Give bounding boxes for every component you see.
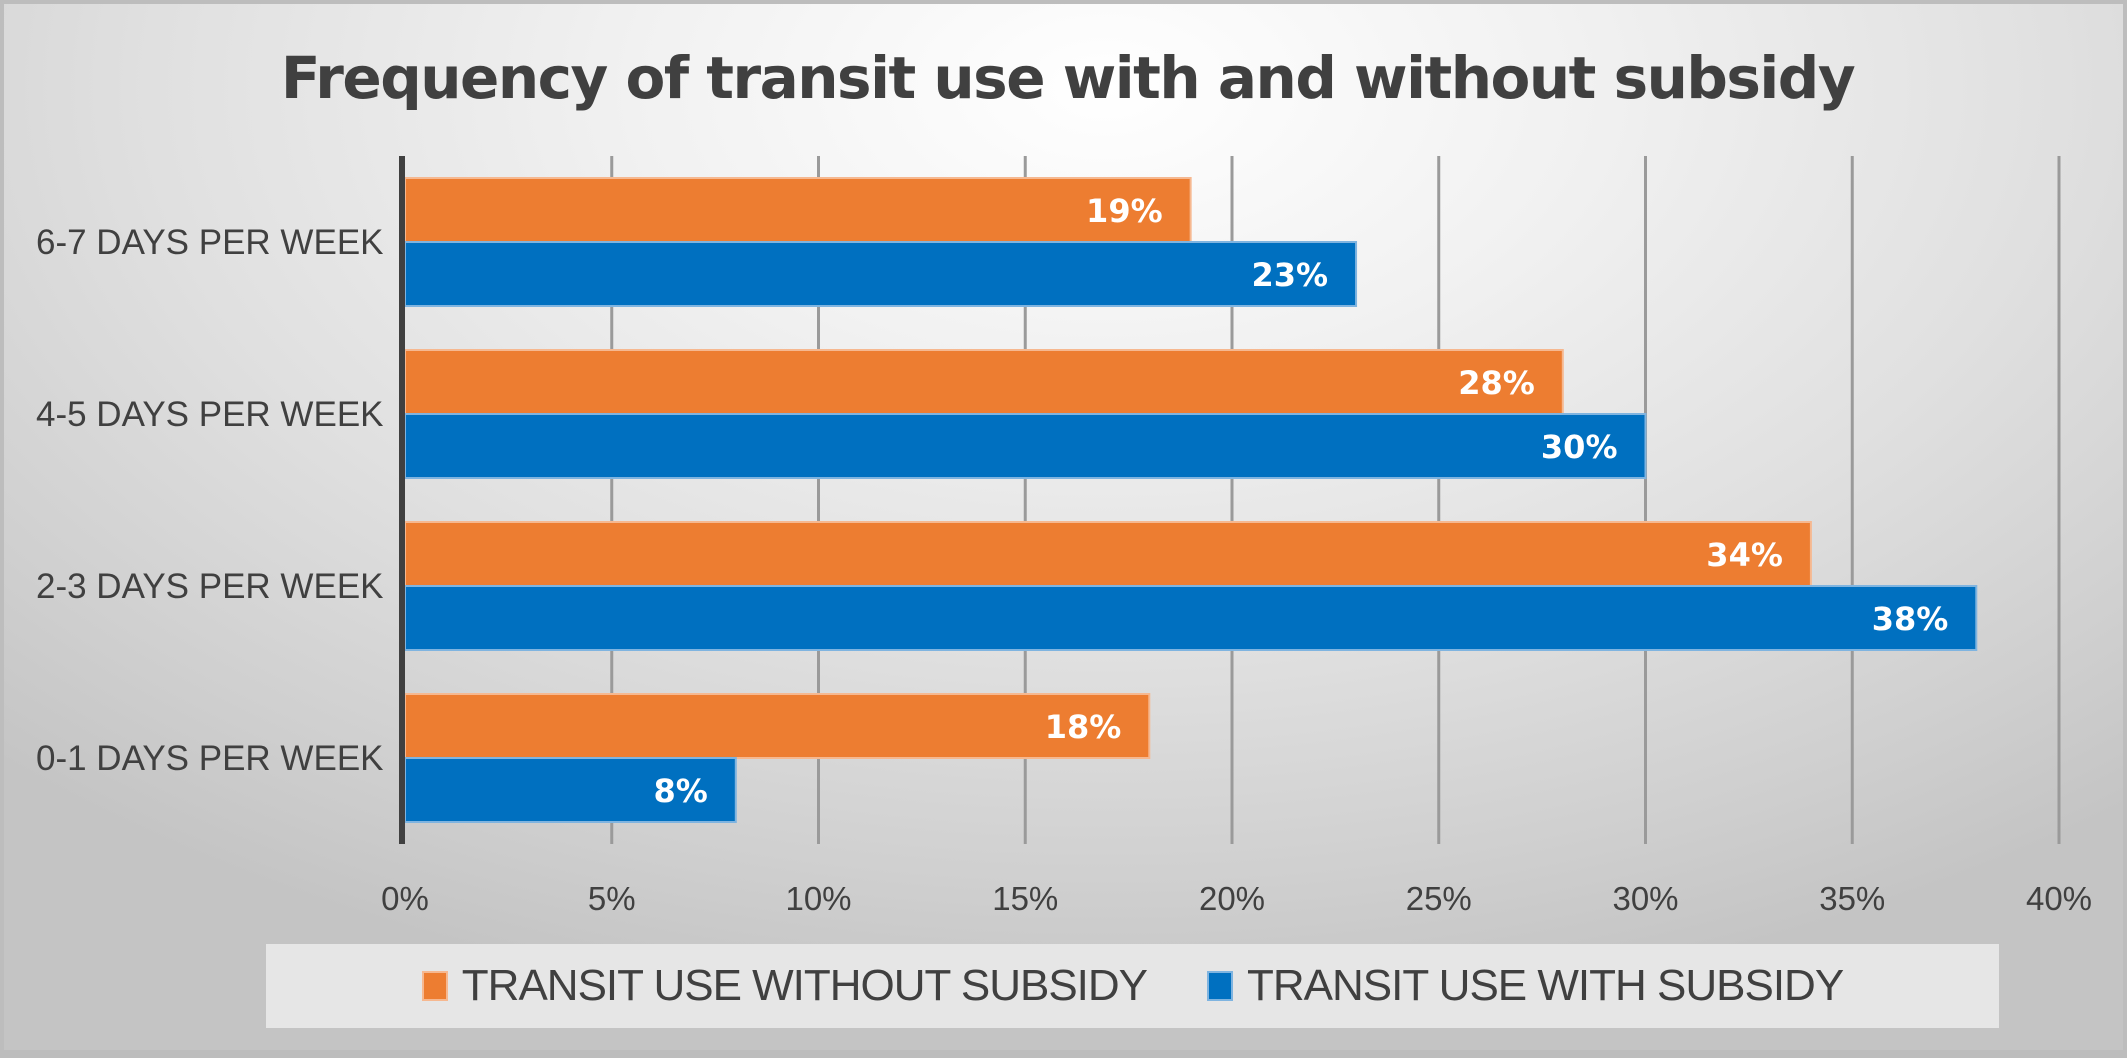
- legend-label-with-subsidy: TRANSIT USE WITH SUBSIDY: [1247, 961, 1844, 1010]
- category-label: 4-5 DAYS PER WEEK: [36, 395, 384, 434]
- bar-data-label: 8%: [653, 772, 707, 810]
- legend-swatch-with-subsidy: [1207, 971, 1234, 1001]
- labels: 0% 5% 10% 15% 20% 25% 30% 35% 40% 19% 23% 6-7 DAYS …: [36, 192, 2092, 917]
- x-tick-label: 35%: [1819, 880, 1885, 917]
- x-tick-label: 5%: [588, 880, 636, 917]
- legend-item-without-subsidy[interactable]: TRANSIT USE WITHOUT SUBSIDY: [421, 961, 1148, 1011]
- bar: [404, 757, 737, 823]
- bar-data-label: 30%: [1541, 428, 1618, 466]
- bars: [404, 177, 1978, 823]
- legend-label-without-subsidy: TRANSIT USE WITHOUT SUBSIDY: [461, 961, 1148, 1010]
- x-tick-label: 30%: [1612, 880, 1678, 917]
- legend-item-with-subsidy[interactable]: TRANSIT USE WITH SUBSIDY: [1207, 961, 1844, 1011]
- x-tick-label: 0%: [381, 880, 429, 917]
- bar: [404, 521, 1812, 587]
- bar-data-label: 34%: [1706, 536, 1783, 574]
- bar-data-label: 38%: [1872, 600, 1949, 638]
- x-tick-label: 10%: [785, 880, 851, 917]
- bar-data-label: 18%: [1045, 708, 1122, 746]
- bar: [404, 585, 1978, 651]
- category-label: 0-1 DAYS PER WEEK: [36, 739, 384, 778]
- bar: [404, 693, 1151, 759]
- x-tick-label: 15%: [992, 880, 1058, 917]
- bar-data-label: 23%: [1251, 256, 1328, 294]
- x-tick-label: 25%: [1406, 880, 1472, 917]
- plot-area: 0% 5% 10% 15% 20% 25% 30% 35% 40% 19% 23% 6-7 DAYS …: [36, 156, 2092, 917]
- bar: [404, 241, 1358, 307]
- bar: [404, 349, 1564, 415]
- x-tick-label: 40%: [2026, 880, 2092, 917]
- category-label: 6-7 DAYS PER WEEK: [36, 223, 384, 262]
- bar-data-label: 28%: [1458, 364, 1535, 402]
- legend: TRANSIT USE WITHOUT SUBSIDY TRANSIT USE …: [266, 944, 1999, 1028]
- chart-title: Frequency of transit use with and withou…: [280, 44, 1856, 112]
- bar: [404, 413, 1647, 479]
- legend-swatch-without-subsidy: [421, 971, 448, 1001]
- bar: [404, 177, 1192, 243]
- x-tick-label: 20%: [1199, 880, 1265, 917]
- category-label: 2-3 DAYS PER WEEK: [36, 567, 384, 606]
- bar-data-label: 19%: [1086, 192, 1163, 230]
